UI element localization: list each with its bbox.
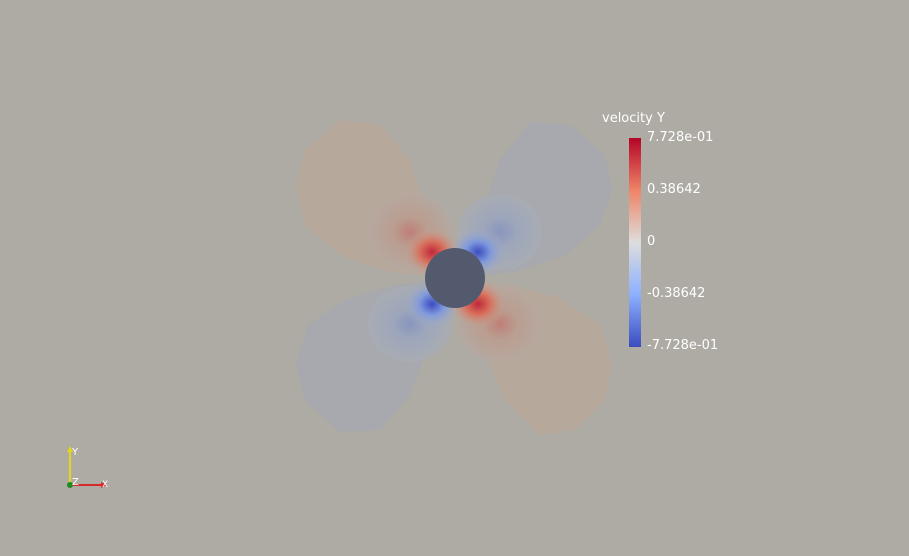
orientation-axes: Y Z X [67, 446, 108, 490]
y-axis-label: Y [71, 447, 79, 458]
legend-tick-lower: -0.38642 [647, 286, 706, 301]
cylinder-obstacle [425, 248, 485, 308]
x-axis-label: X [102, 480, 108, 490]
legend-tick-max: 7.728e-01 [647, 130, 714, 145]
legend-tick-min: -7.728e-01 [647, 338, 719, 353]
middle-lobes [368, 194, 542, 362]
colorbar [629, 138, 641, 347]
legend-tick-upper: 0.38642 [647, 182, 701, 197]
x-axis-arrow [101, 482, 107, 488]
z-axis-dot [67, 482, 73, 488]
legend-tick-zero: 0 [647, 234, 656, 249]
legend-title: velocity Y [602, 111, 665, 126]
z-axis-label: Z [72, 477, 79, 488]
y-axis-arrow [67, 446, 73, 452]
scalar-bar-legend[interactable]: velocity Y 7.728e-01 0.38642 [600, 110, 740, 360]
